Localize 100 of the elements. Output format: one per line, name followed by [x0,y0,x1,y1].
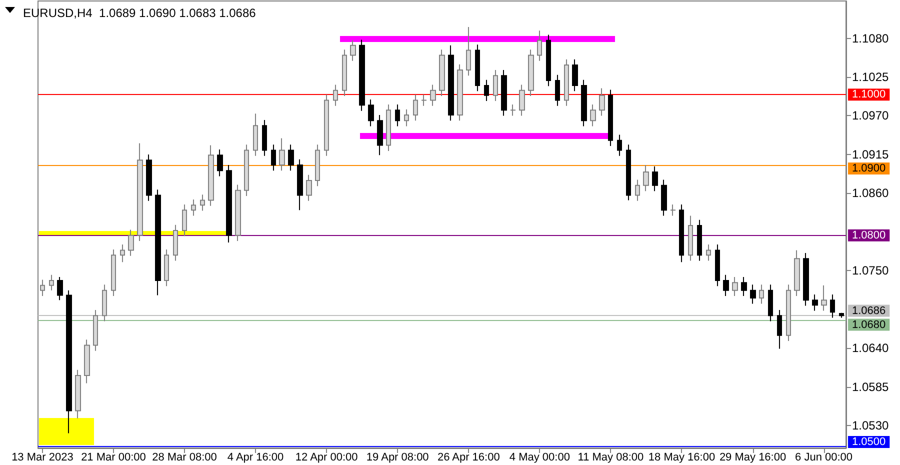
candlestick [697,219,702,262]
candlestick [253,113,258,156]
candlestick [75,369,81,419]
candlestick [555,74,560,106]
chart-title: EURUSD,H4 1.0689 1.0690 1.0683 1.0686 [23,6,256,20]
candlestick [155,189,161,296]
candlestick [546,34,551,87]
candlestick [350,40,356,62]
candlestick [146,154,152,202]
x-tick-label: 4 May 00:00 [509,452,570,464]
candlestick [430,84,436,106]
ref-line-label: 1.0900 [852,162,886,174]
candlestick [111,248,116,296]
candlestick [421,94,427,106]
candlestick [84,339,90,384]
candlestick [413,94,418,122]
ref-line-label: 1.0680 [852,318,886,331]
candlestick [457,64,463,122]
candlestick [608,89,613,147]
candlestick [581,79,587,127]
candlestick [670,204,676,216]
candlestick [404,108,409,127]
candlestick [643,164,649,192]
ref-line-label: 1.0686 [852,304,886,317]
candlestick [191,199,196,216]
candlestick [128,229,134,256]
candlestick [226,164,232,243]
candlestick [137,142,143,242]
candlestick [208,144,214,206]
candlestick [599,88,605,116]
candlestick [759,284,764,304]
candlestick [333,84,338,106]
candlestick [821,284,827,312]
candlestick [164,248,169,287]
x-tick-label: 29 May 16:00 [719,452,786,464]
candlestick [750,284,756,304]
candlestick [342,49,347,97]
candlestick [262,119,267,156]
candlestick [315,144,320,187]
candlestick [510,104,516,116]
ref-line-label: 1.0500 [852,436,886,448]
candlestick [652,166,658,192]
candlestick [395,104,400,127]
candlestick [244,144,249,196]
ref-line-label: 1.0800 [852,229,886,242]
candlestick [102,284,107,322]
candlestick [741,276,747,296]
candlestick [794,250,800,296]
candlestick [572,58,578,92]
candlestick [706,244,711,262]
y-tick-label: 1.0915 [852,147,890,162]
x-tick-label: 4 Apr 16:00 [227,452,284,464]
y-tick-label: 1.1025 [852,70,890,84]
y-tick-label: 1.1080 [852,31,890,46]
y-tick-label: 1.0750 [852,264,890,278]
candlestick [475,44,480,92]
candlestick [40,279,45,296]
candlestick [66,290,72,434]
y-tick-label: 1.0640 [852,341,890,356]
candlestick [537,30,542,62]
candlestick [777,310,782,350]
candlestick [679,204,684,263]
x-tick-label: 21 Mar 00:00 [81,452,146,464]
candlestick [448,44,454,122]
candlestick [715,244,720,287]
candlestick [386,104,391,152]
candlestick [617,134,622,156]
candlestick [279,138,285,172]
candlestick [661,179,667,216]
candlestick [484,79,489,102]
y-tick-label: 1.0860 [852,186,890,200]
candlestick [57,276,63,301]
candlestick [200,194,205,212]
candlestick [688,215,693,262]
candlestick [324,94,329,156]
candlestick [271,144,276,172]
y-tick-label: 1.0970 [852,108,890,123]
candlestick [564,58,569,106]
candlestick [297,158,303,211]
candlestick [830,294,835,318]
y-tick-label: 1.0585 [852,380,890,394]
candlestick [723,274,729,296]
candlestick [359,39,365,112]
candlestick [288,144,294,172]
ref-line-label: 1.1000 [852,88,886,101]
candlestick [466,26,471,76]
x-tick-label: 19 Apr 08:00 [366,452,429,464]
candlestick [235,184,241,242]
candlestick [120,244,125,263]
candlestick [377,114,383,156]
candlestick [732,276,738,296]
candlestick [803,252,809,306]
candlestick [626,144,631,201]
x-tick-label: 11 May 08:00 [578,452,644,464]
candlestick [173,224,178,262]
x-tick-label: 12 Apr 00:00 [295,452,358,464]
x-tick-label: 13 Mar 2023 [12,452,74,464]
candlestick [590,104,596,127]
candlestick [439,49,445,97]
candlestick [501,69,507,116]
